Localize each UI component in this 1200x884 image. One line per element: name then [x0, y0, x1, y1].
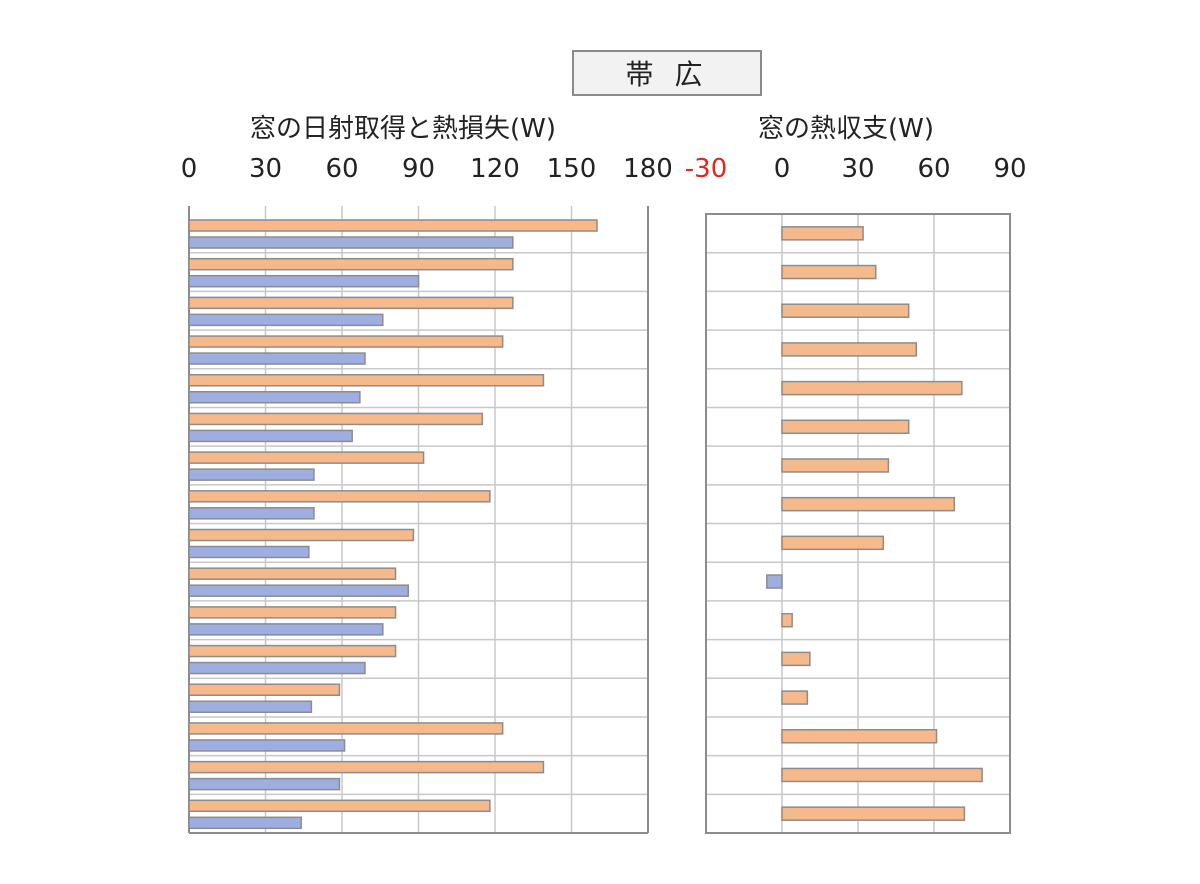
- left-bar-series1: [188, 606, 397, 619]
- right-bar: [781, 342, 918, 357]
- right-tick-label: 30: [841, 154, 875, 184]
- right-bar: [781, 380, 963, 396]
- left-bar-series1: [188, 257, 514, 271]
- right-bar: [781, 226, 864, 241]
- left-bar-series2: [188, 777, 341, 791]
- right-bar: [781, 806, 966, 821]
- right-bar: [781, 419, 910, 435]
- left-bar-series1: [188, 528, 415, 542]
- left-bar-series2: [188, 623, 384, 636]
- left-tick-label: 90: [401, 154, 436, 184]
- left-bar-series2: [188, 429, 353, 443]
- left-bar-series2: [188, 313, 384, 327]
- left-bar-series1: [188, 644, 397, 658]
- left-bar-series2: [188, 352, 366, 365]
- left-chart-title: 窓の日射取得と熱損失(W): [250, 114, 556, 144]
- left-bar-series2: [188, 391, 361, 404]
- right-bar: [781, 690, 809, 705]
- right-tick-label: 90: [993, 154, 1027, 184]
- right-bar: [781, 729, 938, 744]
- left-bar-series2: [188, 816, 302, 830]
- left-bar-series2: [188, 739, 346, 752]
- right-bar: [781, 496, 956, 512]
- right-tick-label: 60: [917, 154, 951, 184]
- right-tick-label: -30: [684, 154, 728, 184]
- left-tick-label: 60: [325, 154, 359, 184]
- left-tick-label: 180: [623, 154, 673, 184]
- left-tick-label: 30: [248, 154, 283, 184]
- left-tick-label: 0: [180, 154, 198, 184]
- right-chart-title: 窓の熱収支(W): [758, 114, 934, 144]
- right-plot-frame: [705, 213, 1011, 834]
- right-bar: [781, 264, 877, 280]
- left-bar-series1: [188, 567, 397, 580]
- right-bar: [781, 612, 793, 628]
- left-bar-series1: [188, 490, 491, 503]
- left-bar-series2: [188, 468, 315, 481]
- right-bar: [781, 651, 811, 667]
- region-label: 帯 広: [572, 50, 762, 96]
- left-bar-series1: [188, 451, 425, 464]
- left-bar-series1: [188, 296, 514, 310]
- right-tick-label: 0: [773, 154, 791, 184]
- right-bar: [781, 535, 885, 551]
- left-bar-series2: [188, 236, 514, 249]
- right-bar: [781, 458, 890, 473]
- left-bar-series1: [188, 760, 545, 774]
- left-bar-series2: [188, 700, 313, 713]
- left-bar-series2: [188, 274, 420, 288]
- left-bar-series1: [188, 335, 504, 348]
- left-bar-series1: [188, 683, 341, 696]
- left-bar-series2: [188, 584, 410, 597]
- left-tick-label: 150: [546, 154, 597, 184]
- right-bar: [766, 574, 783, 589]
- left-bar-series1: [188, 374, 545, 387]
- left-tick-label: 120: [470, 154, 520, 184]
- left-bar-series1: [188, 722, 504, 735]
- left-bar-series1: [188, 219, 598, 232]
- right-bar: [781, 303, 910, 318]
- right-bar: [781, 767, 983, 783]
- left-bar-series1: [188, 412, 483, 426]
- left-bar-series2: [188, 507, 315, 520]
- left-bar-series2: [188, 545, 310, 559]
- left-bar-series2: [188, 661, 366, 675]
- left-bar-series1: [188, 799, 491, 813]
